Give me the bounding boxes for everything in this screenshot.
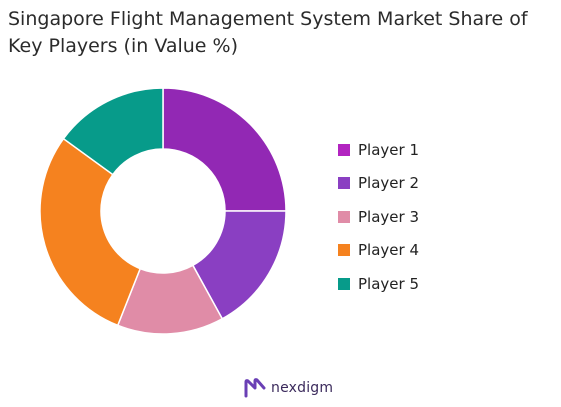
legend-swatch [338,244,350,257]
legend-item-player-4: Player 4 [338,234,419,268]
legend-swatch [338,277,350,290]
legend-swatch [338,177,350,190]
legend-label: Player 1 [358,140,419,159]
legend-item-player-1: Player 1 [338,133,419,167]
slice-player-4 [39,137,142,327]
legend-label: Player 2 [358,174,419,193]
chart-title: Singapore Flight Management System Marke… [8,8,528,57]
slice-player-5 [62,87,164,176]
chart-legend: Player 1 Player 2 Player 3 Player 4 Player 5 [338,133,419,301]
donut-slices [39,87,287,335]
brand-name: nexdigm [271,380,334,396]
legend-swatch [338,210,350,223]
legend-item-player-2: Player 2 [338,167,419,201]
legend-item-player-3: Player 3 [338,200,419,234]
legend-label: Player 5 [358,274,419,293]
legend-swatch [338,143,350,156]
brand-logo: nexdigm [244,378,333,398]
slice-player-1 [162,87,287,212]
legend-item-player-5: Player 5 [338,267,419,301]
legend-label: Player 4 [358,241,419,260]
nexdigm-logo-icon [244,378,266,398]
legend-label: Player 3 [358,207,419,226]
